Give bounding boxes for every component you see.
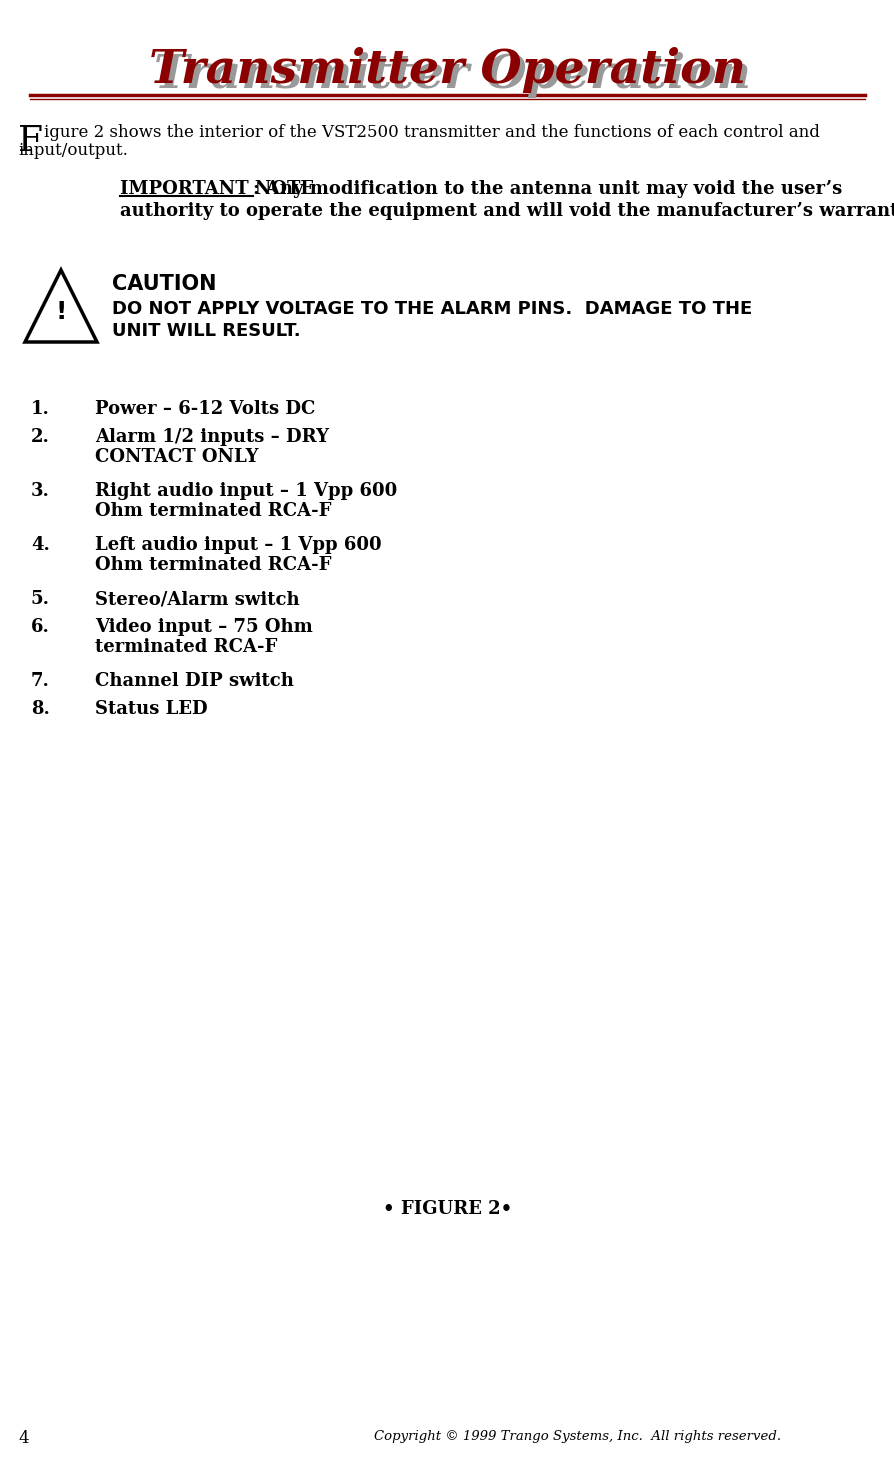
Text: Right audio input – 1 Vpp 600: Right audio input – 1 Vpp 600 (95, 481, 397, 500)
Text: 3.: 3. (31, 481, 50, 500)
Text: • FIGURE 2•: • FIGURE 2• (383, 1200, 511, 1219)
Text: Alarm 1/2 inputs – DRY: Alarm 1/2 inputs – DRY (95, 429, 329, 446)
Text: Ohm terminated RCA-F: Ohm terminated RCA-F (95, 502, 331, 519)
Text: 5.: 5. (31, 590, 50, 609)
Text: Channel DIP switch: Channel DIP switch (95, 672, 293, 691)
Text: input/output.: input/output. (18, 142, 128, 159)
Text: 4.: 4. (31, 535, 50, 554)
Text: 7.: 7. (31, 672, 50, 691)
Text: Power – 6-12 Volts DC: Power – 6-12 Volts DC (95, 399, 315, 418)
Text: : Any modification to the antenna unit may void the user’s: : Any modification to the antenna unit m… (253, 180, 841, 198)
Text: CAUTION: CAUTION (112, 274, 216, 294)
Text: 4: 4 (18, 1429, 29, 1447)
Text: igure 2 shows the interior of the VST2500 transmitter and the functions of each : igure 2 shows the interior of the VST250… (44, 124, 819, 140)
Text: Status LED: Status LED (95, 699, 207, 718)
Text: UNIT WILL RESULT.: UNIT WILL RESULT. (112, 322, 300, 339)
Text: 1.: 1. (31, 399, 50, 418)
Text: Copyright © 1999 Trango Systems, Inc.  All rights reserved.: Copyright © 1999 Trango Systems, Inc. Al… (374, 1429, 780, 1443)
Text: authority to operate the equipment and will void the manufacturer’s warranty.: authority to operate the equipment and w… (120, 202, 894, 219)
Text: DO NOT APPLY VOLTAGE TO THE ALARM PINS.  DAMAGE TO THE: DO NOT APPLY VOLTAGE TO THE ALARM PINS. … (112, 300, 752, 317)
Text: terminated RCA-F: terminated RCA-F (95, 638, 277, 655)
Text: CONTACT ONLY: CONTACT ONLY (95, 448, 258, 467)
Text: IMPORTANT NOTE: IMPORTANT NOTE (120, 180, 314, 198)
Text: 6.: 6. (31, 617, 50, 636)
Text: Video input – 75 Ohm: Video input – 75 Ohm (95, 617, 312, 636)
Text: 2.: 2. (31, 429, 50, 446)
Text: Left audio input – 1 Vpp 600: Left audio input – 1 Vpp 600 (95, 535, 381, 554)
Text: Ohm terminated RCA-F: Ohm terminated RCA-F (95, 556, 331, 573)
Text: F: F (18, 124, 43, 158)
Text: Stereo/Alarm switch: Stereo/Alarm switch (95, 590, 299, 609)
Text: Transmitter Operation: Transmitter Operation (154, 53, 750, 98)
Text: Transmitter Operation: Transmitter Operation (148, 47, 746, 94)
Text: !: ! (55, 300, 67, 323)
Text: 8.: 8. (31, 699, 50, 718)
